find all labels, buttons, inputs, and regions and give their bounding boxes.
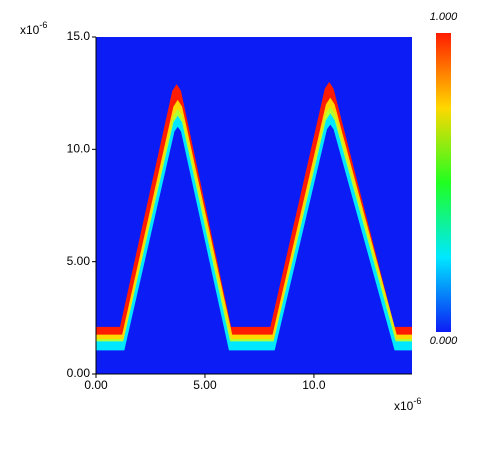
- y-tick-label: 5.00: [67, 254, 91, 268]
- y-multiplier-exp: -6: [39, 20, 47, 30]
- y-multiplier-base: x10: [20, 23, 40, 37]
- colorbar-label: 0.000: [430, 335, 458, 347]
- y-tick-label: 10.0: [67, 142, 91, 156]
- colorbar: [436, 33, 451, 332]
- x-multiplier: x10-6: [394, 396, 421, 413]
- plot-area: [96, 37, 412, 374]
- y-tick-label: 0.00: [67, 366, 91, 380]
- contour-band: [96, 124, 412, 374]
- x-tick-label: 0.00: [84, 378, 108, 392]
- x-tick-label: 10.0: [302, 378, 326, 392]
- y-tick-label: 15.0: [67, 29, 91, 43]
- x-tick-label: 5.00: [193, 378, 217, 392]
- colorbar-label: 1.000: [430, 11, 458, 23]
- x-multiplier-exp: -6: [413, 396, 421, 406]
- x-multiplier-base: x10: [394, 399, 414, 413]
- y-multiplier: x10-6: [20, 20, 47, 37]
